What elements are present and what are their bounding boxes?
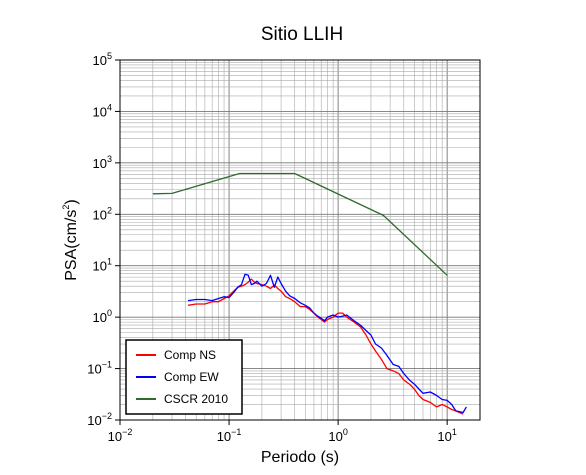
y-tick-label: 101 bbox=[93, 257, 112, 274]
chart-title: Sitio LLIH bbox=[261, 24, 343, 45]
plot-frame bbox=[119, 59, 481, 421]
y-axis-label-main: PSA(cm/s bbox=[63, 210, 80, 281]
legend-label-ew: Comp EW bbox=[164, 370, 219, 384]
y-tick-label: 105 bbox=[93, 51, 112, 68]
x-axis-label: Periodo (s) bbox=[261, 449, 339, 466]
y-axis-label: PSA(cm/s2) bbox=[61, 199, 80, 280]
y-tick-exp: 0 bbox=[107, 308, 112, 318]
x-tick-base: 10 bbox=[217, 429, 231, 444]
y-tick-base: 10 bbox=[93, 259, 107, 274]
y-tick-base: 10 bbox=[93, 207, 107, 222]
y-tick-base: 10 bbox=[87, 362, 101, 377]
x-tick-exp: −2 bbox=[122, 427, 132, 437]
y-tick-label: 104 bbox=[93, 102, 112, 119]
x-tick-base: 10 bbox=[328, 429, 342, 444]
legend-label-ns: Comp NS bbox=[164, 348, 216, 362]
y-tick-base: 10 bbox=[87, 413, 101, 428]
y-tick-label: 100 bbox=[93, 308, 112, 325]
x-tick-label: 100 bbox=[328, 427, 347, 444]
y-tick-base: 10 bbox=[93, 310, 107, 325]
y-tick-exp: 1 bbox=[107, 257, 112, 267]
y-tick-exp: 2 bbox=[107, 205, 112, 215]
x-tick-exp: −1 bbox=[231, 427, 241, 437]
y-axis-label-sup: 2 bbox=[61, 205, 71, 210]
series-line-comp-ns bbox=[187, 278, 464, 415]
y-tick-exp: −2 bbox=[102, 411, 112, 421]
y-tick-exp: 5 bbox=[107, 51, 112, 61]
x-tick-base: 10 bbox=[437, 429, 451, 444]
y-axis-label-tail: ) bbox=[63, 199, 80, 204]
y-tick-base: 10 bbox=[93, 156, 107, 171]
y-tick-label: 10−2 bbox=[87, 411, 112, 428]
x-tick-exp: 1 bbox=[452, 427, 457, 437]
x-tick-exp: 0 bbox=[343, 427, 348, 437]
x-tick-base: 10 bbox=[108, 429, 122, 444]
series-layer bbox=[152, 172, 467, 415]
y-tick-label: 103 bbox=[93, 154, 112, 171]
y-tick-exp: −1 bbox=[102, 360, 112, 370]
series-line-cscr-2010 bbox=[152, 172, 448, 276]
x-tick-label: 10−1 bbox=[217, 427, 242, 444]
x-tick-label: 101 bbox=[437, 427, 456, 444]
legend: Comp NS Comp EW CSCR 2010 bbox=[125, 339, 243, 415]
y-tick-exp: 3 bbox=[107, 154, 112, 164]
y-tick-label: 102 bbox=[93, 205, 112, 222]
x-tick-label: 10−2 bbox=[108, 427, 133, 444]
series-line-comp-ew bbox=[187, 273, 467, 414]
y-tick-label: 10−1 bbox=[87, 360, 112, 377]
y-tick-base: 10 bbox=[93, 53, 107, 68]
grid-layer bbox=[119, 59, 481, 421]
y-tick-base: 10 bbox=[93, 104, 107, 119]
y-tick-exp: 4 bbox=[107, 102, 112, 112]
legend-label-cscr: CSCR 2010 bbox=[164, 392, 228, 406]
